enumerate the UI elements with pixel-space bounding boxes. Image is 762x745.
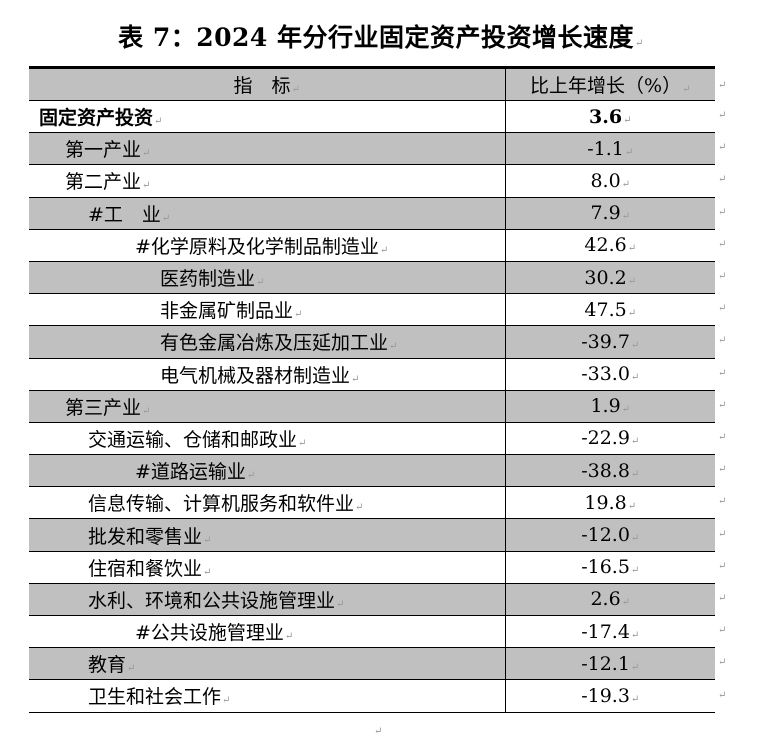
row-value: 19.8↵ (504, 486, 715, 520)
table-row: 水利、环境和公共设施管理业↵ 2.6↵ (29, 583, 715, 617)
row-label: 批发和零售业↵ (29, 518, 505, 552)
table-row: 教育↵ -12.1↵ (29, 647, 715, 681)
paragraph-mark: ↵ (635, 38, 644, 49)
paragraph-mark: ↵ (718, 689, 727, 701)
row-label: 教育↵ (29, 647, 505, 681)
row-label: 水利、环境和公共设施管理业↵ (29, 583, 505, 617)
table-row: 固定资产投资↵ 3.6↵ (29, 100, 715, 134)
paragraph-mark: ↵ (718, 593, 727, 604)
table-row: 交通运输、仓储和邮政业↵ -22.9↵ (29, 422, 715, 456)
paragraph-mark: ↵ (718, 174, 727, 186)
row-value: 8.0↵ (504, 164, 715, 198)
paragraph-mark: ↵ (718, 303, 727, 315)
paragraph-mark: ↵ (718, 528, 727, 540)
row-label: #工 业↵ (29, 197, 505, 230)
paragraph-mark: ↵ (718, 110, 727, 121)
row-value: 30.2↵ (504, 261, 715, 295)
table-row: #道路运输业↵ -38.8↵ (29, 454, 715, 488)
table-row: 有色金属冶炼及压延加工业↵ -39.7↵ (29, 325, 715, 359)
table-row: 批发和零售业↵ -12.0↵ (29, 518, 715, 552)
table-header-row: 指 标↵ 比上年增长（%）↵ (29, 67, 715, 101)
row-label: 住宿和餐饮业↵ (29, 551, 505, 584)
row-value: -17.4↵ (504, 615, 715, 649)
table-row: 信息传输、计算机服务和软件业↵ 19.8↵ (29, 486, 715, 520)
row-value: 7.9↵ (504, 197, 715, 230)
row-value: -16.5↵ (504, 551, 715, 584)
row-value: 3.6↵ (504, 100, 715, 134)
paragraph-mark: ↵ (718, 238, 727, 250)
row-value: 47.5↵ (504, 293, 715, 327)
table-row: #工 业↵ 7.9↵ (29, 197, 715, 230)
row-value: -19.3↵ (504, 679, 715, 713)
paragraph-mark: ↵ (718, 657, 727, 669)
row-label: 非金属矿制品业↵ (29, 293, 505, 327)
paragraph-mark: ↵ (718, 367, 727, 379)
paragraph-mark: ↵ (718, 625, 727, 637)
paragraph-mark: ↵ (718, 206, 727, 218)
row-value: 2.6↵ (504, 583, 715, 617)
row-value: -39.7↵ (504, 325, 715, 359)
row-label: #道路运输业↵ (29, 454, 505, 488)
paragraph-mark: ↵ (718, 335, 727, 347)
paragraph-mark: ↵ (718, 464, 727, 476)
table-title: 表 7：2024 年分行业固定资产投资增长速度↵ (118, 23, 644, 52)
paragraph-mark: ↵ (718, 560, 727, 572)
paragraph-mark: ↵ (718, 496, 727, 508)
header-growth: 比上年增长（%）↵ (504, 67, 715, 101)
table-row: 第三产业↵ 1.9↵ (29, 390, 715, 423)
paragraph-mark: ↵ (374, 726, 383, 737)
paragraph-mark: ↵ (718, 271, 727, 282)
row-value: -33.0↵ (504, 358, 715, 391)
row-label: 医药制造业↵ (29, 261, 505, 295)
row-value: -12.0↵ (504, 518, 715, 552)
table-row: #公共设施管理业↵ -17.4↵ (29, 615, 715, 649)
row-label: 固定资产投资↵ (29, 100, 505, 134)
row-value: -22.9↵ (504, 422, 715, 456)
paragraph-mark: ↵ (718, 80, 727, 91)
table-row: 电气机械及器材制造业↵ -33.0↵ (29, 358, 715, 391)
table-row: #化学原料及化学制品制造业↵ 42.6↵ (29, 229, 715, 262)
header-indicator: 指 标↵ (29, 67, 505, 101)
row-label: #公共设施管理业↵ (29, 615, 505, 649)
paragraph-mark: ↵ (718, 399, 727, 411)
row-label: 交通运输、仓储和邮政业↵ (29, 422, 505, 456)
table-row: 住宿和餐饮业↵ -16.5↵ (29, 551, 715, 584)
row-label: 有色金属冶炼及压延加工业↵ (29, 325, 505, 359)
row-label: #化学原料及化学制品制造业↵ (29, 229, 505, 262)
paragraph-mark: ↵ (718, 142, 727, 154)
row-value: -38.8↵ (504, 454, 715, 488)
paragraph-mark: ↵ (718, 432, 727, 443)
row-label: 电气机械及器材制造业↵ (29, 358, 505, 391)
table-row: 卫生和社会工作↵ -19.3↵ (29, 679, 715, 713)
table-row: 非金属矿制品业↵ 47.5↵ (29, 293, 715, 327)
investment-growth-table: 指 标↵ 比上年增长（%）↵ 固定资产投资↵ 3.6↵ 第一产业↵ -1.1↵ 第二产业… (29, 66, 715, 713)
row-value: 1.9↵ (504, 390, 715, 423)
row-label: 信息传输、计算机服务和软件业↵ (29, 486, 505, 520)
row-label: 卫生和社会工作↵ (29, 679, 505, 713)
table-row: 第二产业↵ 8.0↵ (29, 164, 715, 198)
row-value: -12.1↵ (504, 647, 715, 681)
row-value: -1.1↵ (504, 132, 715, 166)
row-label: 第二产业↵ (29, 164, 505, 198)
row-label: 第三产业↵ (29, 390, 505, 423)
table-row: 第一产业↵ -1.1↵ (29, 132, 715, 166)
row-label: 第一产业↵ (29, 132, 505, 166)
table-row: 医药制造业↵ 30.2↵ (29, 261, 715, 295)
row-value: 42.6↵ (504, 229, 715, 262)
